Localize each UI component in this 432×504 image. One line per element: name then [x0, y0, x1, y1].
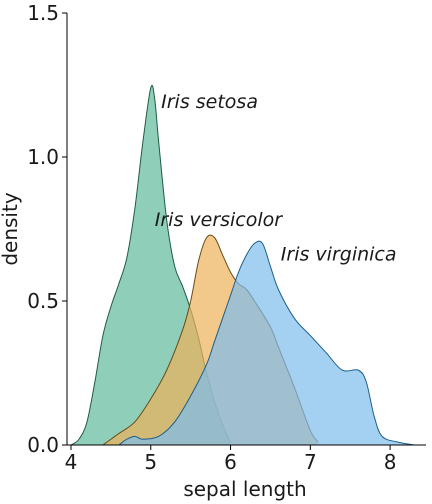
series-label-iris-virginica: Iris virginica [281, 244, 397, 266]
series-labels: Iris setosa Iris versicolor Iris virginica [155, 91, 397, 266]
x-axis-title: sepal length [183, 477, 306, 501]
y-tick-label: 1.5 [27, 1, 59, 25]
series-label-iris-versicolor: Iris versicolor [155, 209, 284, 231]
x-tick-label: 5 [144, 450, 157, 474]
series-label-iris-setosa: Iris setosa [161, 91, 258, 113]
density-area-iris-virginica [118, 241, 415, 445]
y-tick-label: 0.5 [27, 289, 59, 313]
y-ticks: 0.0 0.5 1.0 1.5 [27, 1, 67, 457]
x-tick-label: 7 [304, 450, 317, 474]
x-tick-label: 8 [384, 450, 397, 474]
y-axis-title: density [0, 192, 22, 265]
density-areas [70, 84, 415, 446]
y-tick-label: 0.0 [27, 433, 59, 457]
density-line-iris-virginica [118, 240, 415, 446]
y-tick-label: 1.0 [27, 145, 59, 169]
x-tick-label: 6 [224, 450, 237, 474]
x-ticks: 4 5 6 7 8 [65, 445, 397, 474]
axes [66, 13, 426, 446]
x-tick-label: 4 [65, 450, 78, 474]
